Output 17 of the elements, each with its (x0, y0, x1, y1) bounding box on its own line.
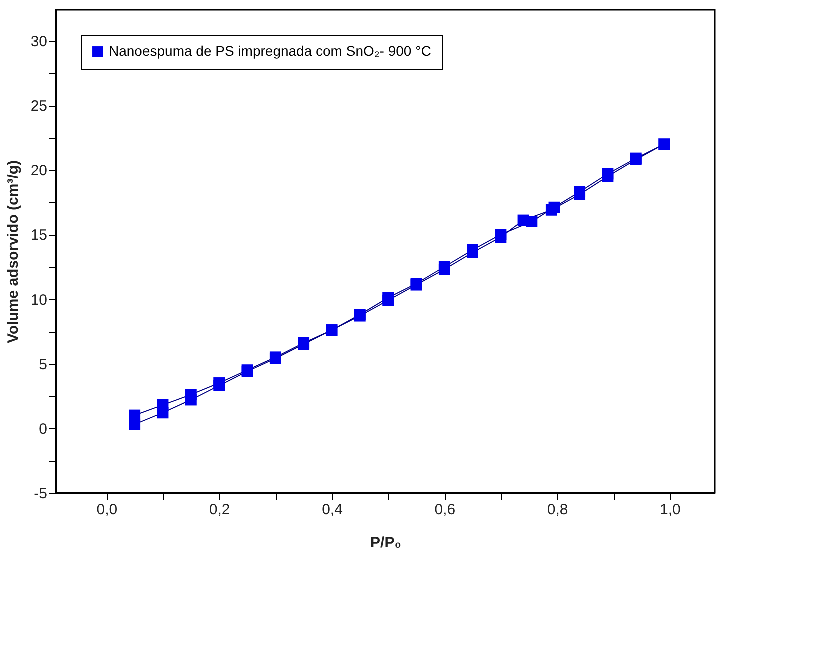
x-tick-label: 1,0 (660, 502, 681, 518)
x-tick-label: 0,8 (547, 502, 568, 518)
x-tick-label: 0,0 (96, 502, 118, 518)
y-tick-label: 10 (30, 292, 48, 309)
y-tick-label: 30 (30, 33, 48, 50)
x-tick-label: 0,2 (209, 502, 230, 518)
y-tick-label: 15 (30, 227, 48, 244)
legend-label: Nanoespuma de PS impregnada com SnO₂- 900 °C (109, 43, 432, 59)
y-tick-label: 20 (30, 162, 48, 180)
y-tick-label: 0 (39, 420, 48, 438)
x-axis-title: P/P₀ (370, 534, 402, 552)
x-tick-label: 0,6 (434, 502, 456, 518)
y-tick-label: 5 (39, 356, 48, 374)
y-tick-label: 25 (30, 98, 48, 116)
x-tick-label: 0,4 (322, 502, 343, 518)
y-axis-title: Volume adsorvido (cm³/g) (4, 160, 22, 344)
y-tick-label: -5 (34, 486, 48, 502)
